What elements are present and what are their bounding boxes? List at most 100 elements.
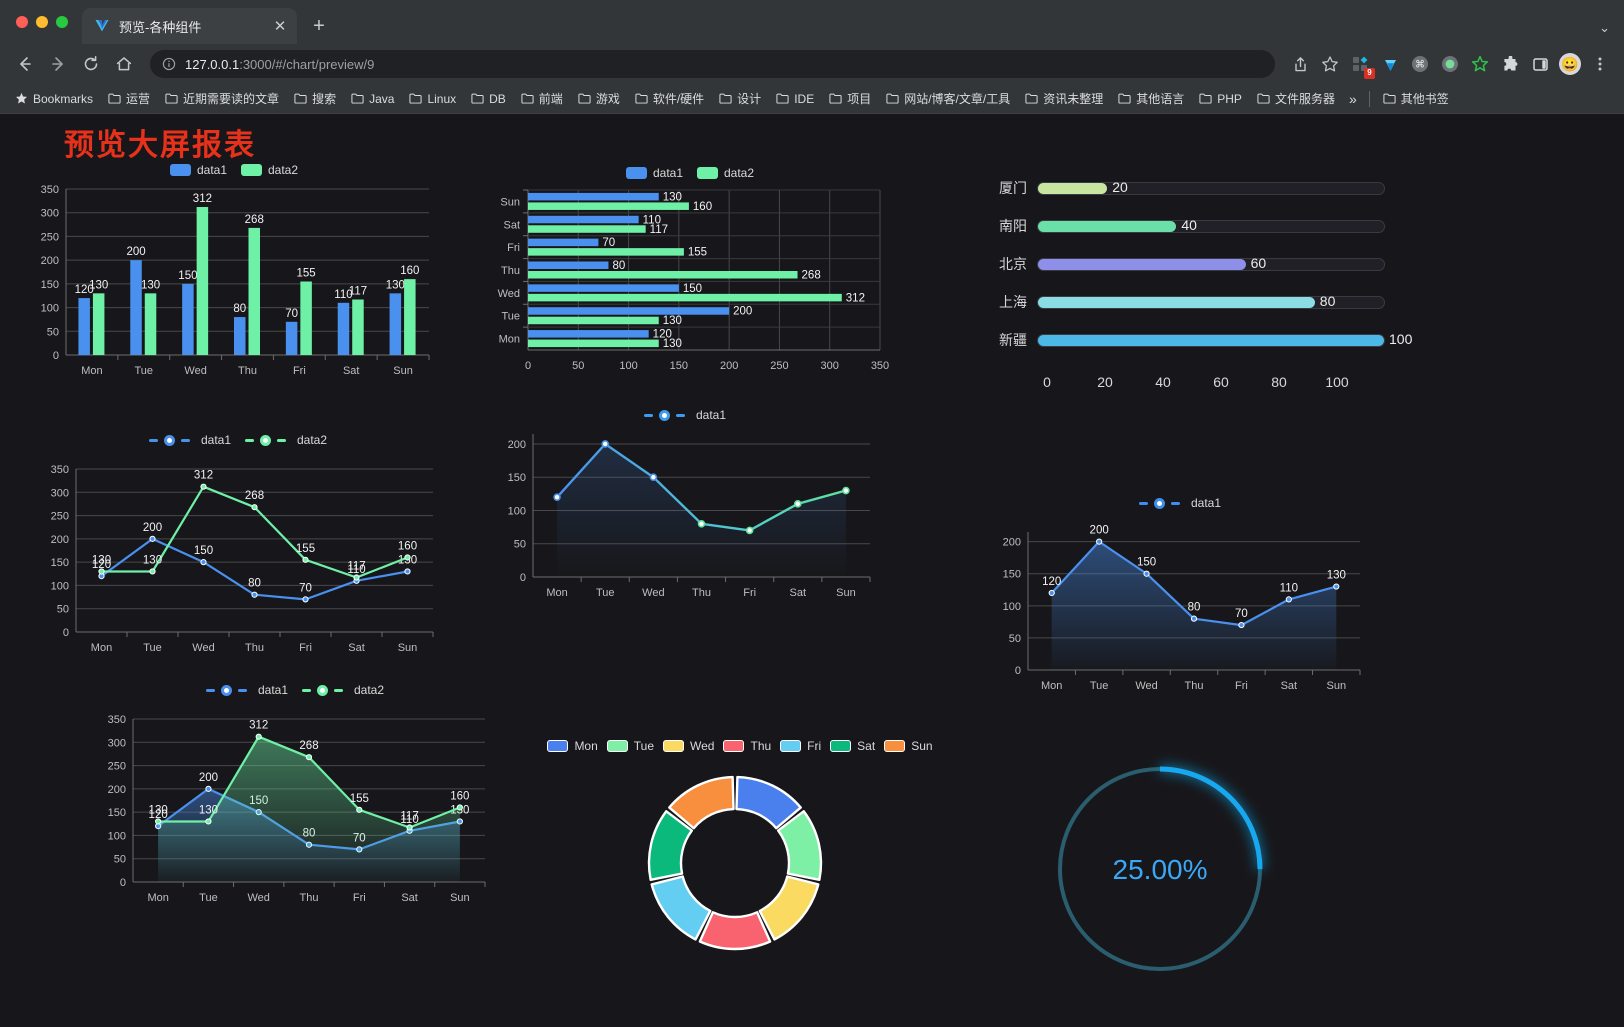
bookmark-folder[interactable]: 设计 [712,87,768,110]
chrome-menu-icon[interactable] [1586,50,1614,78]
pie-slice[interactable] [776,810,823,881]
data-point[interactable] [155,818,162,825]
legend-item-sun[interactable]: Sun [884,739,933,753]
new-tab-button[interactable]: + [313,14,325,37]
data-point[interactable] [842,486,850,495]
legend-item-sat[interactable]: Sat [830,739,875,753]
data-point[interactable] [200,559,207,566]
data-point[interactable] [353,574,360,581]
data-point[interactable] [302,596,309,603]
share-icon[interactable] [1286,50,1314,78]
bookmark-folder[interactable]: 网站/博客/文章/工具 [879,87,1017,110]
bookmark-folder[interactable]: 资讯未整理 [1018,87,1110,110]
bookmarks-root[interactable]: Bookmarks [8,89,100,109]
chevron-down-icon[interactable]: ⌄ [1599,20,1610,35]
legend-item-data1[interactable]: data1 [643,408,726,422]
legend-item-data2[interactable]: data2 [697,166,754,180]
progress-track[interactable]: 40 [1037,217,1385,233]
legend-item-thu[interactable]: Thu [723,739,771,753]
side-panel-icon[interactable] [1526,50,1554,78]
bookmark-folder[interactable]: 前端 [514,87,570,110]
green-dot-extension-icon[interactable] [1436,50,1464,78]
data-point[interactable] [456,804,463,811]
page-info-icon[interactable] [162,57,176,71]
legend-item-data1[interactable]: data1 [205,683,288,697]
pie-slice[interactable] [698,911,772,951]
legend-item-wed[interactable]: Wed [663,739,714,753]
puzzle-extensions-icon[interactable] [1496,50,1524,78]
pie-slice[interactable] [650,875,712,941]
data-point[interactable] [793,500,802,508]
bookmark-folder[interactable]: PHP [1192,89,1249,109]
bookmarks-overflow-button[interactable]: » [1348,90,1357,107]
bookmark-folder[interactable]: 游戏 [571,87,627,110]
home-button[interactable] [109,49,139,79]
data-point[interactable] [251,504,258,511]
extension-grid-icon[interactable]: 9 [1346,50,1375,79]
data-point[interactable] [255,733,262,740]
bookmark-folder[interactable]: Linux [402,89,463,109]
data-point[interactable] [1143,570,1150,577]
pie-slice[interactable] [647,810,694,881]
green-star-extension-icon[interactable] [1466,50,1494,78]
data-point[interactable] [205,818,212,825]
data-point[interactable] [1048,589,1055,597]
browser-tab[interactable]: 预览-各种组件 ✕ [82,8,297,44]
legend-item-data1[interactable]: data1 [625,166,683,180]
data-point[interactable] [745,526,754,535]
maximize-window-button[interactable] [56,16,68,28]
bookmark-star-icon[interactable] [1316,50,1344,78]
bookmark-folder[interactable]: 项目 [822,87,878,110]
data-point[interactable] [697,519,706,528]
back-button[interactable] [10,49,40,79]
address-bar[interactable]: 127.0.0.1:3000/#/chart/preview/9 [150,50,1275,78]
bookmark-folder[interactable]: 软件/硬件 [628,87,711,110]
data-point[interactable] [1333,583,1340,590]
progress-track[interactable]: 20 [1037,179,1385,195]
legend-item-mon[interactable]: Mon [547,739,598,753]
bookmark-folder[interactable]: Java [344,89,401,109]
reload-button[interactable] [76,49,106,79]
legend-item-data1[interactable]: data1 [169,163,227,177]
legend-item-tue[interactable]: Tue [606,739,654,753]
data-point[interactable] [1096,538,1103,545]
pie-slice[interactable] [735,775,802,830]
data-point[interactable] [649,473,658,482]
data-point[interactable] [356,806,363,813]
pie-slice[interactable] [668,775,735,830]
data-point[interactable] [1190,615,1198,622]
data-point[interactable] [406,824,413,831]
data-point[interactable] [302,556,309,563]
data-point[interactable] [205,785,212,792]
data-point[interactable] [251,591,258,598]
legend-item-data2[interactable]: data2 [241,163,298,177]
command-extension-icon[interactable]: ⌘ [1406,50,1434,78]
bookmark-folder[interactable]: 文件服务器 [1250,87,1342,110]
bookmark-folder[interactable]: DB [464,89,513,109]
bookmark-folder[interactable]: IDE [769,89,821,109]
data-point[interactable] [404,554,411,561]
legend-item-fri[interactable]: Fri [780,739,821,753]
data-point[interactable] [200,483,207,490]
legend-item-data2[interactable]: data2 [245,433,327,447]
data-point[interactable] [404,568,411,575]
minimize-window-button[interactable] [36,16,48,28]
legend-item-data2[interactable]: data2 [302,683,384,697]
data-point[interactable] [1238,621,1245,629]
data-point[interactable] [149,535,156,542]
bookmark-folder[interactable]: 其他语言 [1111,87,1191,110]
bookmark-folder[interactable]: 近期需要读的文章 [158,87,286,110]
data-point[interactable] [553,493,561,501]
data-point[interactable] [305,754,313,761]
close-window-button[interactable] [16,16,28,28]
bookmark-folder[interactable]: 运营 [101,87,157,110]
progress-track[interactable]: 80 [1037,293,1385,309]
other-bookmarks-folder[interactable]: 其他书签 [1376,87,1456,110]
diamond-extension-icon[interactable] [1376,50,1404,78]
pie-slice[interactable] [758,875,820,941]
progress-track[interactable]: 100 [1037,331,1412,347]
data-point[interactable] [98,568,105,575]
legend-item-data1[interactable]: data1 [148,433,231,447]
profile-avatar[interactable]: 😀 [1556,50,1584,78]
data-point[interactable] [1285,596,1292,603]
